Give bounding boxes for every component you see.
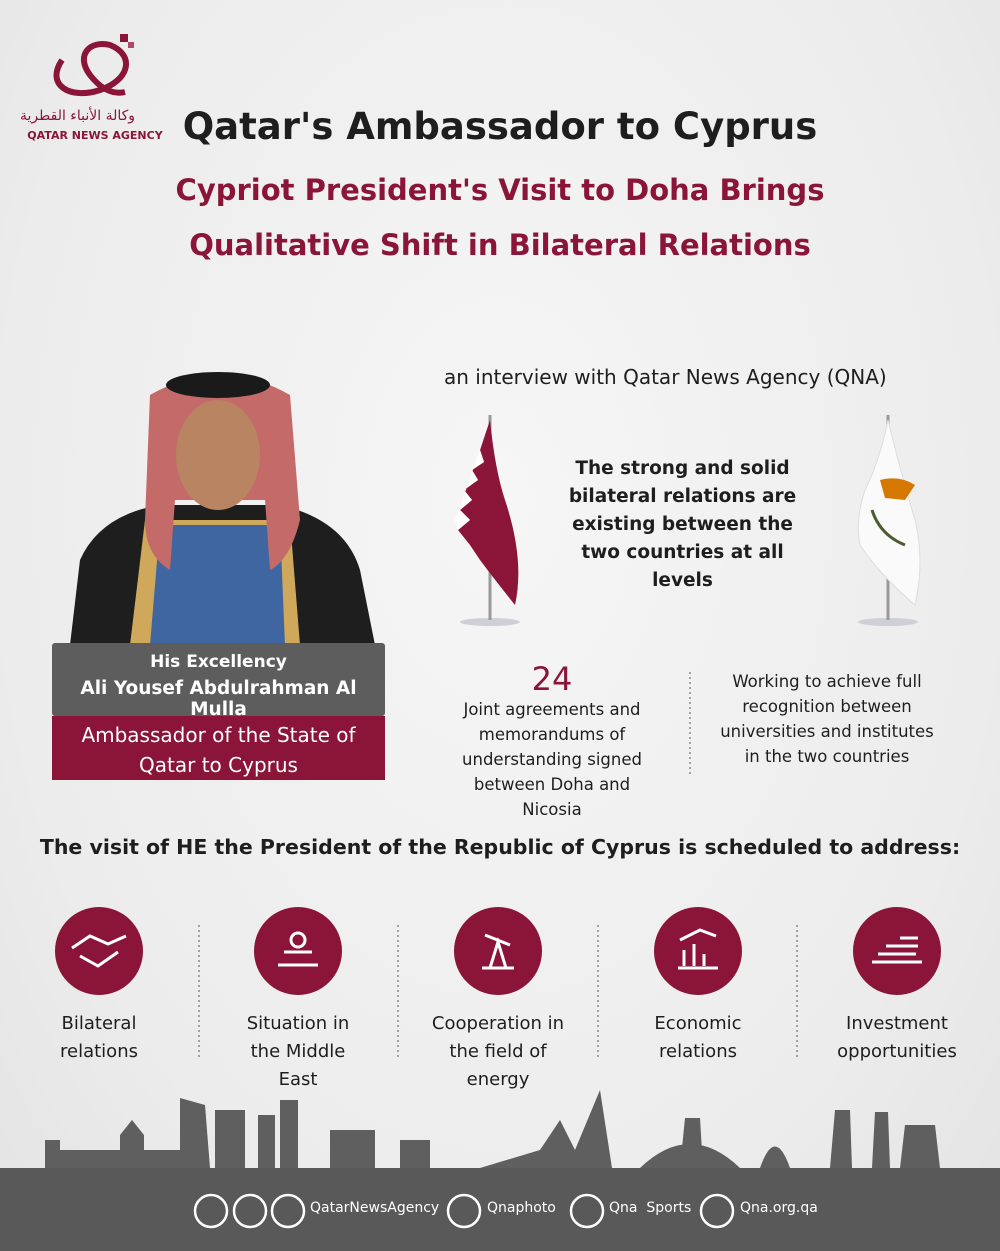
person-name: Ali Yousef Abdulrahman Al Mulla (80, 678, 357, 720)
social-link[interactable]: Qna Sports (609, 1200, 692, 1216)
subtitle: Cypriot President's Visit to Doha Brings (175, 173, 825, 207)
icon-glyphs (71, 928, 922, 970)
social-link[interactable]: Qnaphoto (487, 1200, 556, 1216)
name-box (52, 643, 385, 716)
title: Qatar's Ambassador to Cyprus (182, 105, 818, 148)
logo-arabic: وكالة الأنباء القطرية (20, 108, 136, 124)
qatar-flag (455, 415, 520, 626)
agenda-dividers (198, 925, 798, 1058)
social-link[interactable]: QatarNewsAgency (310, 1200, 440, 1216)
fact-text: Joint agreements and memorandums of unde… (462, 700, 642, 819)
agenda-item: Bilateral relations (60, 1013, 138, 1062)
fact-number: 24 (531, 660, 573, 698)
interview-note: an interview with Qatar News Agency (QNA… (444, 365, 887, 389)
agenda-item: Cooperation in the field of energy (431, 1013, 565, 1090)
footer-bar (0, 1168, 1000, 1251)
ambassador-photo (70, 372, 375, 645)
fact-text: Working to achieve full recognition betw… (720, 672, 934, 766)
logo-mark (53, 34, 134, 97)
agenda-icons (55, 907, 941, 995)
person-position: Ambassador of the State of Qatar to Cypr… (81, 723, 356, 777)
social-icons (193, 1193, 735, 1229)
social-link[interactable]: Qna.org.qa (740, 1200, 818, 1216)
subtitle: Qualitative Shift in Bilateral Relations (189, 228, 811, 262)
position-box (52, 716, 385, 780)
honorific: His Excellency (150, 652, 287, 672)
agenda-item: Situation in the Middle East (246, 1013, 350, 1090)
skyline (45, 1090, 940, 1168)
agenda-heading: The visit of HE the President of the Rep… (39, 835, 961, 859)
quote: The strong and solid bilateral relations… (568, 458, 797, 591)
agenda-item: Investment opportunities (837, 1013, 957, 1062)
logo-english: QATAR NEWS AGENCY (27, 129, 163, 142)
agenda-item: Economic relations (654, 1013, 742, 1062)
cyprus-flag (857, 415, 921, 626)
